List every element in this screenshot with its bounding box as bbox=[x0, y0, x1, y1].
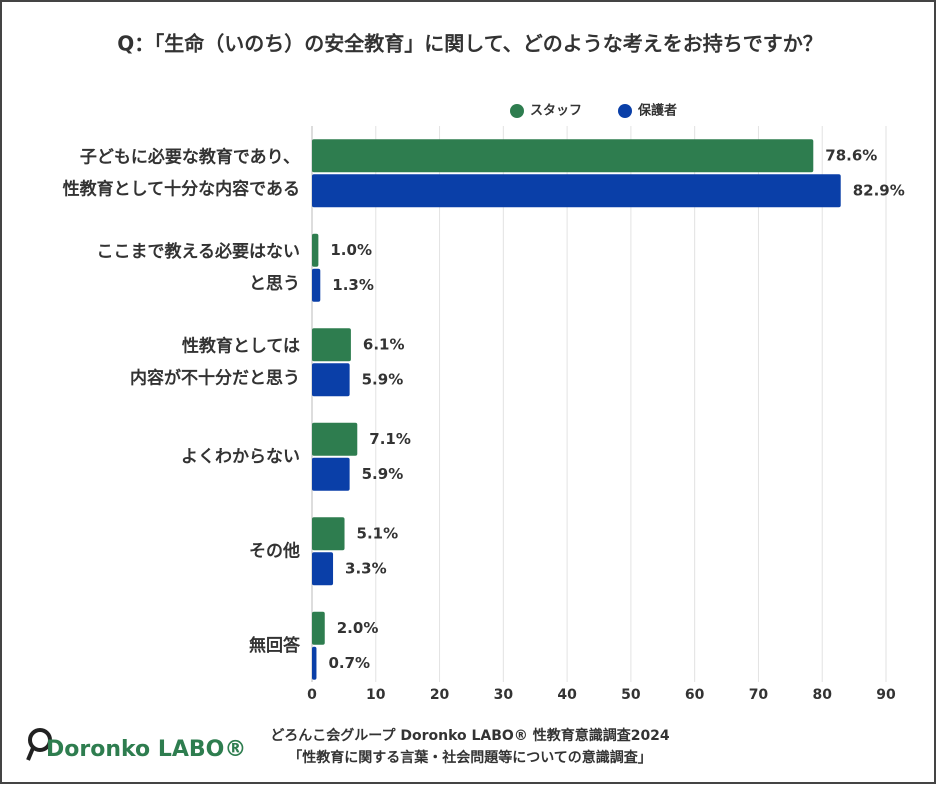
logo-icon bbox=[28, 728, 52, 752]
y-tick-label: 子どもに必要な教育であり、性教育として十分な内容である bbox=[63, 146, 300, 199]
legend-label: 保護者 bbox=[637, 103, 677, 119]
y-tick-label: 性教育としては内容が不十分だと思う bbox=[130, 335, 300, 388]
bar bbox=[312, 139, 814, 173]
value-label: 2.0% bbox=[337, 619, 379, 637]
x-tick-label: 50 bbox=[621, 687, 641, 703]
y-tick-label: 無回答 bbox=[249, 635, 301, 656]
y-tick-label: ここまで教える必要はないと思う bbox=[97, 241, 301, 294]
bar bbox=[312, 328, 351, 362]
value-label: 5.1% bbox=[357, 524, 399, 542]
bar bbox=[312, 174, 841, 208]
x-tick-label: 40 bbox=[557, 687, 577, 703]
legend-marker bbox=[510, 104, 524, 118]
x-tick-label: 70 bbox=[749, 687, 769, 703]
source: どろんこ会グループ Doronko LABO® 性教育意識調査2024 bbox=[270, 727, 670, 744]
x-tick-label: 10 bbox=[366, 687, 386, 703]
bar bbox=[312, 233, 319, 267]
bar bbox=[312, 552, 334, 586]
value-label: 7.1% bbox=[369, 430, 411, 448]
legend-label: スタッフ bbox=[530, 104, 582, 119]
value-label: 1.3% bbox=[332, 276, 374, 294]
bar bbox=[312, 646, 317, 680]
legend-marker bbox=[618, 104, 632, 118]
value-label: 3.3% bbox=[345, 559, 387, 577]
y-tick-label: その他 bbox=[249, 540, 300, 561]
value-label: 0.7% bbox=[328, 654, 370, 672]
bar bbox=[312, 457, 350, 491]
x-tick-label: 20 bbox=[430, 687, 450, 703]
x-tick-label: 0 bbox=[307, 687, 317, 703]
logo: Doronko LABO® bbox=[46, 737, 246, 762]
y-tick-label: よくわからない bbox=[181, 447, 300, 467]
x-tick-label: 30 bbox=[494, 687, 514, 703]
x-tick-label: 90 bbox=[876, 687, 896, 703]
source: 「性教育に関する言葉・社会問題等についての意識調査」 bbox=[288, 749, 652, 766]
bar bbox=[312, 517, 345, 551]
value-label: 82.9% bbox=[853, 181, 905, 199]
bar bbox=[312, 268, 321, 302]
value-label: 1.0% bbox=[330, 241, 372, 259]
bar bbox=[312, 363, 350, 397]
bar bbox=[312, 422, 358, 456]
value-label: 5.9% bbox=[362, 465, 404, 483]
x-tick-label: 60 bbox=[685, 687, 705, 703]
value-label: 6.1% bbox=[363, 335, 405, 353]
bar bbox=[312, 611, 325, 645]
value-label: 78.6% bbox=[825, 146, 877, 164]
chart-title: Q：「生命（いのち）の安全教育」に関して、どのような考えをお持ちですか？ bbox=[117, 32, 822, 56]
value-label: 5.9% bbox=[362, 370, 404, 388]
x-tick-label: 80 bbox=[812, 687, 832, 703]
logo-icon bbox=[26, 747, 35, 761]
